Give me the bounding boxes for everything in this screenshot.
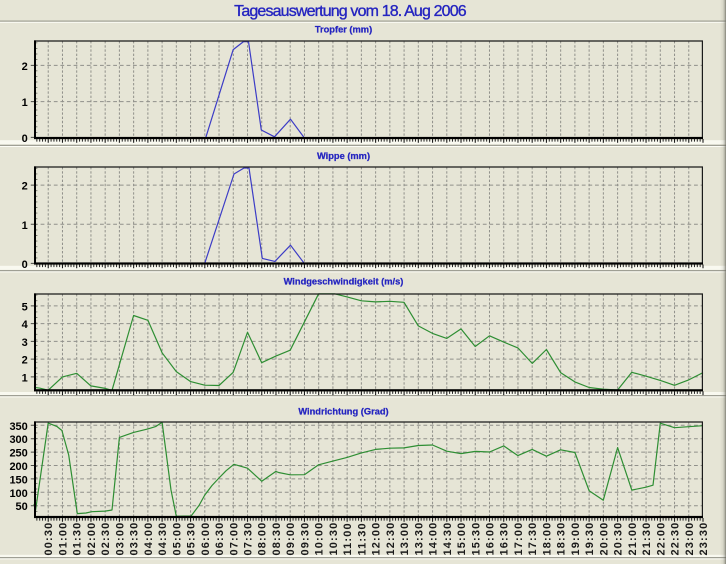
svg-text:16:00: 16:00 [484, 522, 496, 556]
svg-text:100: 100 [9, 488, 27, 500]
svg-text:17:00: 17:00 [513, 522, 525, 556]
svg-text:16:30: 16:30 [499, 522, 511, 556]
svg-text:08:00: 08:00 [257, 522, 269, 556]
svg-text:20:00: 20:00 [598, 522, 610, 556]
svg-text:14:30: 14:30 [442, 522, 454, 556]
svg-text:200: 200 [9, 461, 27, 473]
svg-text:05:00: 05:00 [171, 522, 183, 556]
svg-text:13:30: 13:30 [413, 522, 425, 556]
svg-text:19:00: 19:00 [570, 522, 582, 556]
svg-text:2: 2 [22, 355, 28, 367]
svg-text:23:30: 23:30 [698, 522, 710, 556]
svg-text:22:30: 22:30 [670, 522, 682, 556]
svg-text:04:30: 04:30 [157, 522, 169, 556]
svg-text:20:30: 20:30 [613, 522, 625, 556]
svg-text:3: 3 [22, 337, 28, 349]
svg-text:250: 250 [9, 448, 27, 460]
svg-text:23:00: 23:00 [684, 522, 696, 556]
svg-text:09:00: 09:00 [285, 522, 297, 556]
svg-text:07:30: 07:30 [243, 522, 255, 556]
svg-text:12:00: 12:00 [371, 522, 383, 556]
svg-text:5: 5 [22, 301, 28, 313]
svg-text:1: 1 [22, 372, 28, 384]
svg-text:4: 4 [22, 319, 29, 331]
svg-text:02:00: 02:00 [86, 522, 98, 556]
svg-text:08:30: 08:30 [271, 522, 283, 556]
svg-text:03:30: 03:30 [129, 522, 141, 556]
svg-text:12:30: 12:30 [385, 522, 397, 556]
svg-text:Windgeschwindigkeit (m/s): Windgeschwindigkeit (m/s) [284, 276, 404, 286]
svg-text:17:30: 17:30 [527, 522, 539, 556]
svg-text:22:00: 22:00 [655, 522, 667, 556]
svg-text:2: 2 [22, 61, 28, 73]
svg-text:06:00: 06:00 [200, 522, 212, 556]
svg-text:11:30: 11:30 [356, 522, 368, 555]
svg-text:11:00: 11:00 [342, 522, 354, 555]
svg-text:18:30: 18:30 [556, 522, 568, 556]
svg-text:06:30: 06:30 [214, 522, 226, 556]
svg-text:07:00: 07:00 [228, 522, 240, 556]
svg-text:10:30: 10:30 [328, 522, 340, 556]
svg-text:18:00: 18:00 [541, 522, 553, 556]
svg-text:350: 350 [9, 421, 27, 433]
svg-text:1: 1 [22, 220, 28, 232]
svg-text:05:30: 05:30 [186, 522, 198, 556]
svg-text:00:30: 00:30 [43, 522, 55, 556]
svg-text:14:00: 14:00 [428, 522, 440, 556]
svg-text:10:00: 10:00 [314, 522, 326, 556]
svg-text:04:00: 04:00 [143, 522, 155, 556]
svg-text:0: 0 [22, 133, 28, 145]
svg-text:21:30: 21:30 [641, 522, 653, 556]
svg-text:0: 0 [22, 259, 28, 271]
svg-text:Tagesauswertung vom 18. Aug 20: Tagesauswertung vom 18. Aug 2006 [234, 3, 467, 20]
svg-text:15:30: 15:30 [470, 522, 482, 556]
svg-text:150: 150 [9, 474, 27, 486]
svg-text:Windrichtung (Grad): Windrichtung (Grad) [298, 406, 388, 416]
svg-text:19:30: 19:30 [584, 522, 596, 556]
svg-text:01:00: 01:00 [57, 522, 69, 556]
svg-text:01:30: 01:30 [72, 522, 84, 556]
svg-text:13:00: 13:00 [399, 522, 411, 556]
svg-text:21:00: 21:00 [627, 522, 639, 556]
svg-text:15:00: 15:00 [456, 522, 468, 556]
svg-text:2: 2 [22, 181, 28, 193]
svg-text:300: 300 [9, 434, 27, 446]
svg-text:50: 50 [16, 501, 28, 513]
svg-text:1: 1 [22, 97, 28, 109]
svg-text:02:30: 02:30 [100, 522, 112, 556]
svg-text:Tropfer (mm): Tropfer (mm) [315, 24, 372, 34]
svg-text:03:00: 03:00 [114, 522, 126, 556]
svg-text:Wippe (mm): Wippe (mm) [317, 151, 370, 161]
svg-text:09:30: 09:30 [299, 522, 311, 556]
